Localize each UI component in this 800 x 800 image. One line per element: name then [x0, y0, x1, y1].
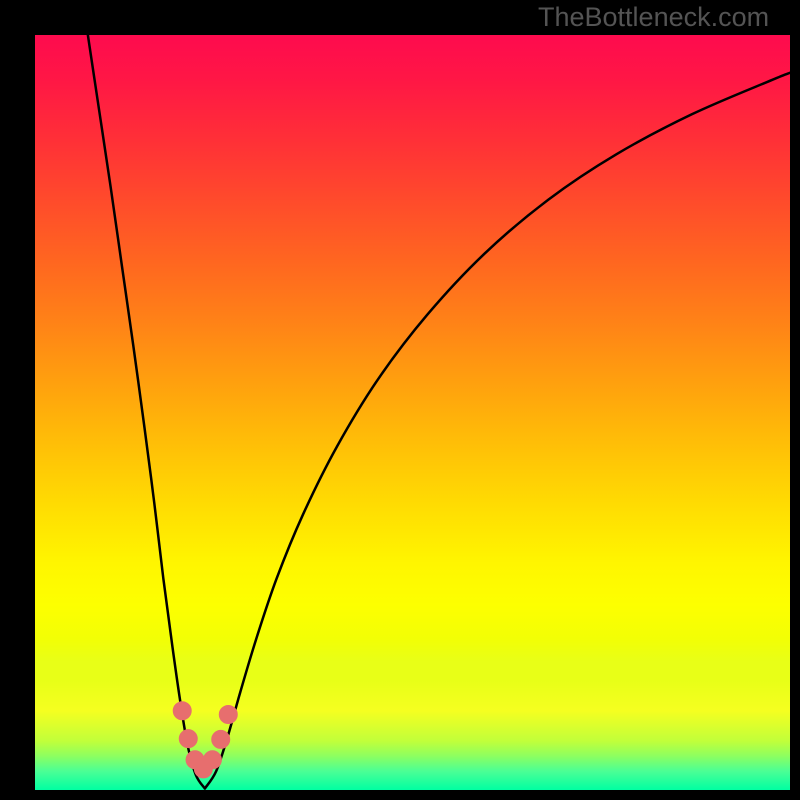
curve-marker — [179, 730, 197, 748]
bottleneck-curve-plot — [0, 0, 800, 800]
curve-marker — [203, 751, 221, 769]
bottleneck-curve-branch — [205, 73, 790, 789]
curve-marker — [173, 702, 191, 720]
bottleneck-curve-branch — [88, 35, 205, 788]
curve-marker — [212, 730, 230, 748]
watermark-text: TheBottleneck.com — [538, 2, 769, 33]
curve-marker — [219, 706, 237, 724]
